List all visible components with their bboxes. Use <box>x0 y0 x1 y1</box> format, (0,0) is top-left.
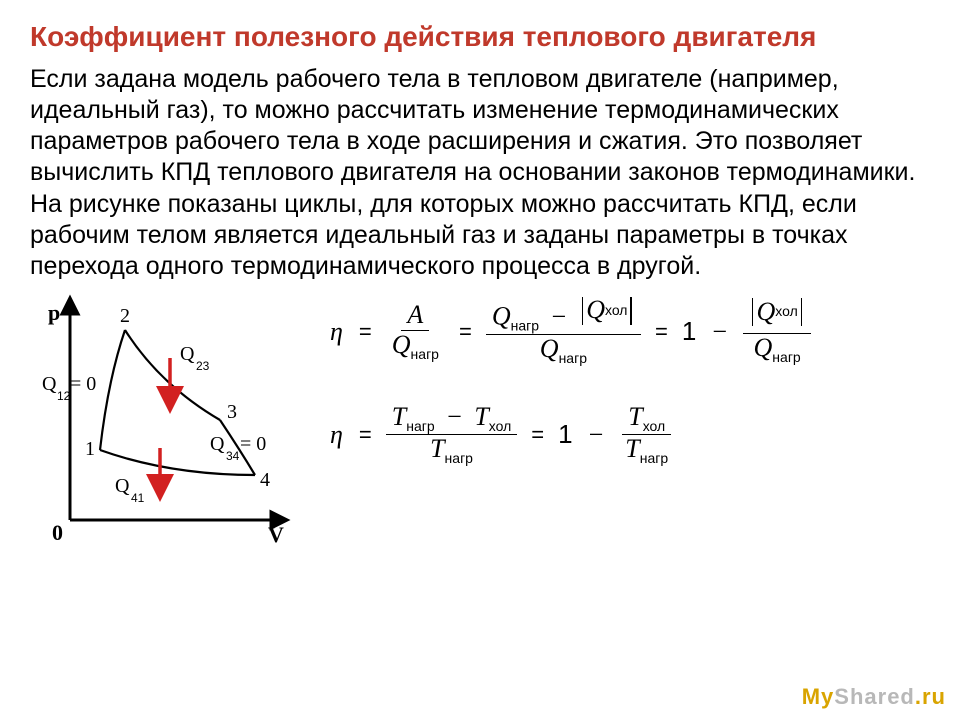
q23-label: Q 23 <box>180 343 210 373</box>
frac-qh-over-qn: Qхол Qнагр <box>743 298 811 365</box>
pv-diagram: p V 0 1 2 3 4 <box>30 290 300 550</box>
page-title: Коэффициент полезного действия теплового… <box>30 20 930 54</box>
origin-label: 0 <box>52 520 63 545</box>
formula-t: η = Tнагр − Tхол Tнагр = 1 − Tхол Tнагр <box>330 403 930 467</box>
y-axis-label: p <box>48 300 60 325</box>
svg-text:Q: Q <box>42 373 57 395</box>
point-4-label: 4 <box>260 469 270 491</box>
pv-diagram-svg: p V 0 1 2 3 4 <box>30 290 300 550</box>
q41-label: Q 41 <box>115 475 145 505</box>
frac-tn-minus-th: Tнагр − Tхол Tнагр <box>386 403 518 467</box>
point-2-label: 2 <box>120 305 130 327</box>
lower-row: p V 0 1 2 3 4 <box>30 290 930 550</box>
eta-symbol: η <box>330 317 345 347</box>
q12-label: Q 12 = 0 <box>42 373 96 403</box>
svg-text:Q: Q <box>210 433 225 455</box>
watermark: MyShared.ru <box>802 684 946 710</box>
watermark-shared: Shared <box>834 684 915 709</box>
watermark-my: My <box>802 684 835 709</box>
x-axis-label: V <box>268 522 284 547</box>
curve-12 <box>100 330 125 450</box>
svg-text:41: 41 <box>131 491 145 505</box>
svg-text:= 0: = 0 <box>240 433 266 455</box>
frac-qn-minus-qh: Qнагр − Qхол Qнагр <box>486 296 641 366</box>
formulas: η = A Qнагр = Qнагр − Qхол Qнагр = 1 <box>330 290 930 467</box>
slide: Коэффициент полезного действия теплового… <box>0 0 960 720</box>
frac-th-over-tn: Tхол Tнагр <box>619 403 674 467</box>
main-paragraph: Если задана модель рабочего тела в тепло… <box>30 64 930 283</box>
frac-a-over-qn: A Qнагр <box>386 301 445 362</box>
svg-text:12: 12 <box>57 389 71 403</box>
point-1-label: 1 <box>85 438 95 460</box>
curve-23 <box>125 330 220 420</box>
eq-sign: = <box>355 319 376 345</box>
svg-text:= 0: = 0 <box>70 373 96 395</box>
watermark-ru: .ru <box>915 684 946 709</box>
point-3-label: 3 <box>227 401 237 423</box>
formula-q: η = A Qнагр = Qнагр − Qхол Qнагр = 1 <box>330 296 930 366</box>
svg-text:Q: Q <box>180 343 195 365</box>
svg-text:34: 34 <box>226 449 240 463</box>
svg-text:23: 23 <box>196 359 210 373</box>
svg-text:Q: Q <box>115 475 130 497</box>
